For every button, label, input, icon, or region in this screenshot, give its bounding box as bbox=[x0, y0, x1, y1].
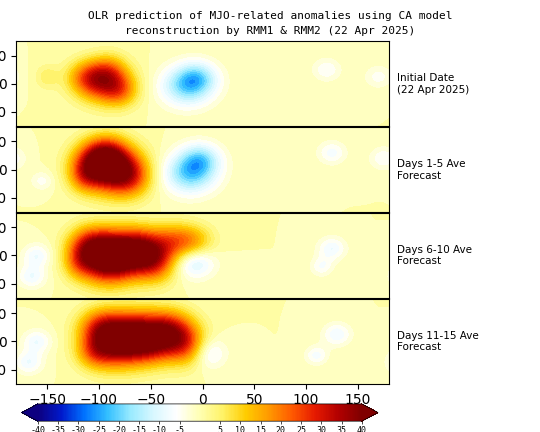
Text: Days 6-10 Ave
Forecast: Days 6-10 Ave Forecast bbox=[397, 245, 472, 267]
Text: Days 11-15 Ave
Forecast: Days 11-15 Ave Forecast bbox=[397, 331, 478, 353]
PathPatch shape bbox=[362, 404, 378, 421]
Text: Days 1-5 Ave
Forecast: Days 1-5 Ave Forecast bbox=[397, 159, 465, 181]
Text: OLR prediction of MJO-related anomalies using CA model: OLR prediction of MJO-related anomalies … bbox=[87, 11, 453, 21]
Text: Initial Date
(22 Apr 2025): Initial Date (22 Apr 2025) bbox=[397, 73, 469, 95]
PathPatch shape bbox=[22, 404, 38, 421]
Text: reconstruction by RMM1 & RMM2 (22 Apr 2025): reconstruction by RMM1 & RMM2 (22 Apr 20… bbox=[125, 26, 415, 36]
